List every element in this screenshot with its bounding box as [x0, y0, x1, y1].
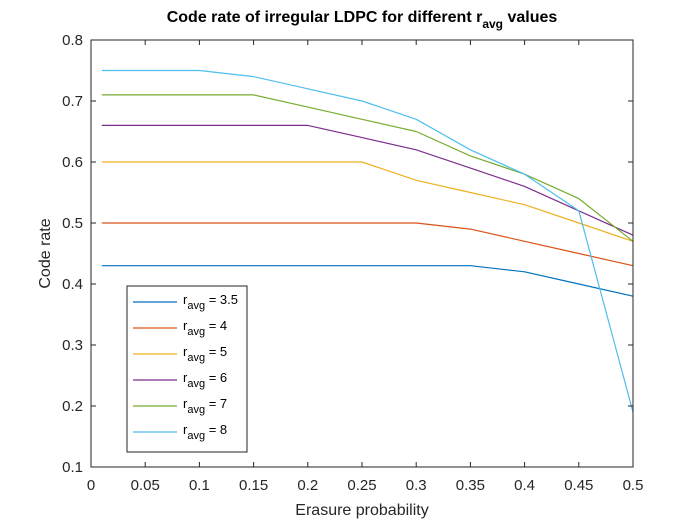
- legend-label-name: r: [183, 396, 188, 411]
- chart-title-main: Code rate of irregular LDPC for differen…: [167, 9, 483, 26]
- legend-label: ravg = 3.5: [183, 292, 238, 312]
- y-tick-label: 0.8: [62, 32, 83, 49]
- y-tick-label: 0.3: [62, 337, 83, 354]
- x-tick-label: 0.3: [406, 477, 427, 494]
- x-axis-label: Erasure probability: [295, 502, 428, 519]
- legend-label-subscript: avg: [187, 430, 205, 442]
- y-tick-label: 0.5: [62, 215, 83, 232]
- legend-label-value: = 5: [205, 344, 227, 359]
- legend-label-subscript: avg: [187, 326, 205, 338]
- legend-label-subscript: avg: [187, 404, 205, 416]
- ticks-layer: 0 0.05 0.1 0.15 0.2 0.25 0.3 0.35 0.4 0.45 0.5 0.1 0…: [62, 32, 643, 494]
- x-tick-label: 0.15: [239, 477, 268, 494]
- y-tick-label: 0.7: [62, 93, 83, 110]
- plot-frame: [90, 39, 634, 468]
- y-tick-label: 0.1: [62, 459, 83, 476]
- x-tick-label: 0.35: [456, 477, 485, 494]
- legend-label-name: r: [183, 344, 188, 359]
- legend-label: ravg = 6: [183, 370, 227, 390]
- x-tick-label: 0.5: [623, 477, 644, 494]
- chart-title: Code rate of irregular LDPC for differen…: [167, 9, 558, 31]
- series-line-5: [101, 94, 634, 242]
- x-tick-label: 0.25: [347, 477, 376, 494]
- legend-label-value: = 3.5: [205, 292, 238, 307]
- legend-label: ravg = 5: [183, 344, 227, 364]
- x-tick-label: 0.4: [514, 477, 535, 494]
- legend-label-value: = 4: [205, 318, 227, 333]
- series-line-6: [101, 69, 634, 413]
- legend-label-name: r: [183, 292, 188, 307]
- x-tick-label: 0: [87, 477, 95, 494]
- series-line-3: [101, 161, 634, 242]
- legend-box: [126, 285, 248, 453]
- series-line-4: [101, 124, 634, 236]
- series-line-2: [101, 222, 634, 267]
- x-tick-label: 0.45: [564, 477, 593, 494]
- legend-label: ravg = 8: [183, 422, 227, 442]
- legend-label-value: = 7: [205, 396, 227, 411]
- chart-title-suffix: values: [503, 9, 557, 26]
- legend-label-subscript: avg: [187, 300, 205, 312]
- y-tick-label: 0.2: [62, 398, 83, 415]
- legend-label-subscript: avg: [187, 352, 205, 364]
- legend-label: ravg = 7: [183, 396, 227, 416]
- chart-title-subscript: avg: [482, 17, 503, 31]
- y-tick-label: 0.6: [62, 154, 83, 171]
- series-line-1: [101, 265, 634, 297]
- x-tick-label: 0.1: [189, 477, 210, 494]
- legend-label-value: = 6: [205, 370, 227, 385]
- y-axis-label: Code rate: [37, 218, 54, 288]
- x-tick-label: 0.05: [131, 477, 160, 494]
- legend-label-name: r: [183, 370, 188, 385]
- legend-label: ravg = 4: [183, 318, 227, 338]
- legend-label-value: = 8: [205, 422, 227, 437]
- series-layer: [101, 69, 634, 413]
- legend-label-subscript: avg: [187, 378, 205, 390]
- legend-label-name: r: [183, 318, 188, 333]
- legend-label-name: r: [183, 422, 188, 437]
- y-tick-label: 0.4: [62, 276, 83, 293]
- x-tick-label: 0.2: [297, 477, 318, 494]
